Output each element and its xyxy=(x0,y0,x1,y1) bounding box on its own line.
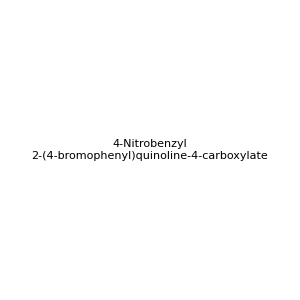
Text: 4-Nitrobenzyl 2-(4-bromophenyl)quinoline-4-carboxylate: 4-Nitrobenzyl 2-(4-bromophenyl)quinoline… xyxy=(32,139,268,161)
